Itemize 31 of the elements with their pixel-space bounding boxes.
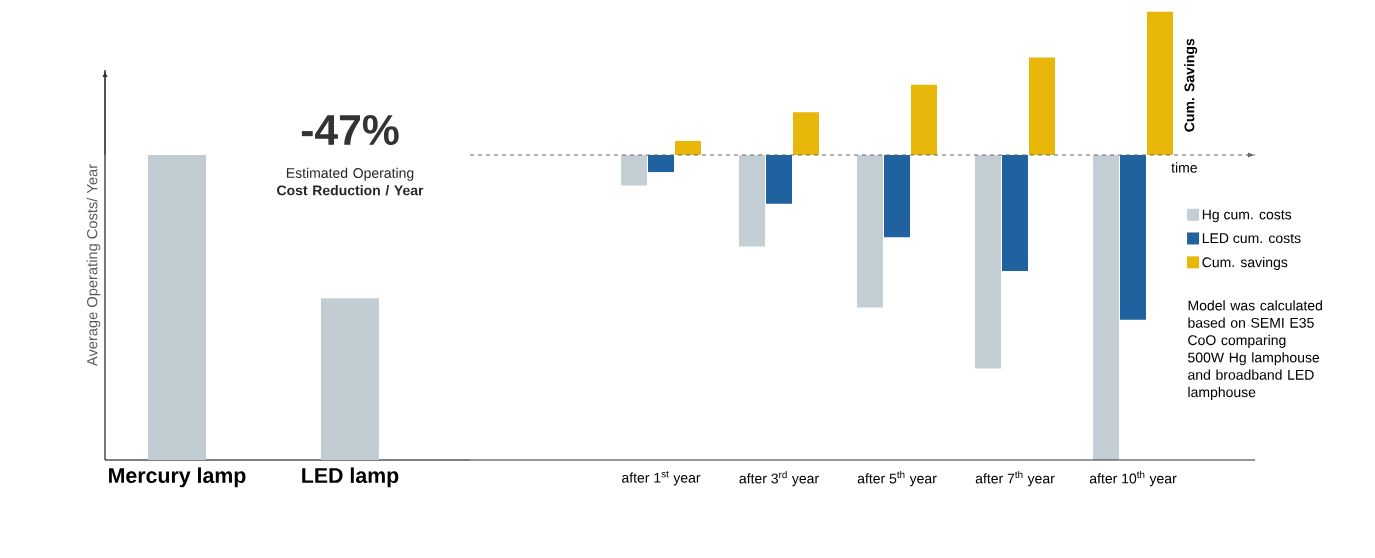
x-axis-title: time	[1171, 162, 1197, 173]
x-tick-label: after 5$^{th}$ year	[857, 470, 937, 487]
bar	[675, 140, 701, 155]
bar	[1002, 155, 1029, 271]
bar	[1093, 155, 1120, 460]
bar	[884, 155, 911, 238]
bar	[1029, 57, 1056, 155]
legend-label: Hg cum. costs	[1202, 209, 1292, 223]
y-axis-title: Cum. Savings	[1184, 38, 1198, 132]
legend-label: Cum. savings	[1202, 256, 1288, 270]
x-tick-label: after 7$^{th}$ year	[975, 470, 1055, 487]
x-tick-label: after 10$^{th}$ year	[1089, 470, 1177, 487]
x-tick-label: after 1$^{st}$ year	[622, 470, 701, 486]
x-tick-label: Mercury lamp	[109, 467, 246, 488]
bar	[793, 112, 819, 155]
bar	[975, 155, 1002, 369]
annotation: Model was calculated based on SEMI E35 CoO comparing 500W Hg lamphouse and broadband LED lamphouse	[1188, 300, 1322, 400]
bar	[1120, 155, 1147, 320]
bar	[648, 155, 674, 173]
bar	[1147, 11, 1174, 155]
bar	[857, 155, 884, 308]
bar	[621, 155, 647, 186]
annotation: Estimated Operating Cost Reduction / Year	[277, 167, 424, 196]
text: -47%	[301, 115, 399, 145]
bar	[739, 155, 766, 247]
legend-label: LED cum. costs	[1202, 233, 1301, 244]
bar	[911, 84, 938, 155]
y-axis-title: Average Operating Costs/ Year	[86, 164, 101, 367]
x-tick-label: after 3$^{rd}$ year	[739, 470, 819, 487]
bar	[766, 155, 792, 204]
x-tick-label: LED lamp	[302, 467, 399, 488]
